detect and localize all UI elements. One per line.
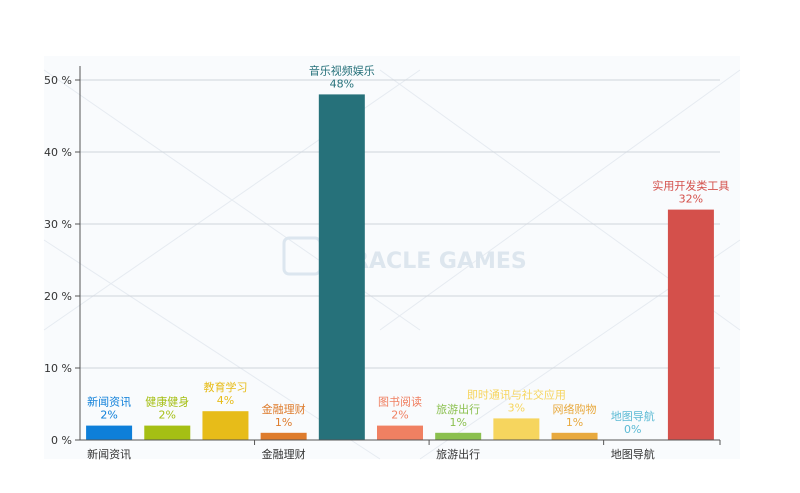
bar-value-label: 2%: [159, 409, 176, 422]
bar-value-label: 1%: [566, 416, 583, 429]
bar-category-label: 旅游出行: [436, 402, 480, 416]
x-tick-label: 地图导航: [611, 447, 655, 461]
bar-value-label: 4%: [217, 394, 234, 407]
y-tick-label: 40 %: [44, 146, 72, 159]
bar-value-label: 32%: [679, 193, 703, 206]
bar-value-label: 1%: [449, 416, 466, 429]
bar[interactable]: [260, 432, 307, 440]
y-tick-label: 20 %: [44, 290, 72, 303]
bar[interactable]: [318, 94, 365, 441]
bar-category-label: 网络购物: [553, 402, 597, 416]
bar-category-label: 实用开发类工具: [652, 179, 729, 193]
bar[interactable]: [86, 425, 133, 440]
y-tick-label: 30 %: [44, 218, 72, 231]
bar[interactable]: [667, 209, 714, 440]
x-tick-label: 新闻资讯: [87, 447, 131, 461]
y-axis-ticks: 0 % 10 % 20 % 30 % 40 % 50 %: [44, 74, 80, 447]
bar-value-label: 48%: [330, 77, 354, 90]
bar-value-label: 2%: [100, 409, 117, 422]
bar-value-label: 3%: [508, 401, 525, 414]
bar-category-label: 教育学习: [203, 380, 247, 394]
bar[interactable]: [377, 425, 423, 440]
y-tick-label: 0 %: [51, 434, 72, 447]
y-tick-label: 50 %: [44, 74, 72, 87]
bar[interactable]: [202, 411, 249, 440]
x-tick-label: 旅游出行: [436, 447, 480, 461]
bar-value-label: 0%: [624, 423, 641, 436]
plot-background: [44, 56, 740, 459]
bar[interactable]: [551, 432, 598, 440]
bar-category-label: 地图导航: [611, 409, 655, 423]
bar[interactable]: [144, 425, 191, 440]
bar-category-label: 健康健身: [145, 395, 189, 409]
x-axis-ticks: 新闻资讯 金融理财 旅游出行 地图导航: [87, 440, 721, 461]
bars: [86, 94, 714, 441]
y-tick-label: 10 %: [44, 362, 72, 375]
x-tick-label: 金融理财: [262, 447, 306, 461]
bar-value-label: 2%: [391, 409, 408, 422]
bar[interactable]: [493, 418, 540, 440]
bar[interactable]: [435, 432, 482, 440]
bar-category-label: 即时通讯与社交应用: [467, 387, 566, 401]
bar-value-label: 1%: [275, 416, 292, 429]
bar-category-label: 音乐视频娱乐: [309, 63, 375, 77]
axes: [79, 66, 720, 441]
bar-category-label: 金融理财: [262, 402, 306, 416]
bar-category-label: 新闻资讯: [87, 395, 131, 409]
bar-category-label: 图书阅读: [378, 395, 422, 409]
